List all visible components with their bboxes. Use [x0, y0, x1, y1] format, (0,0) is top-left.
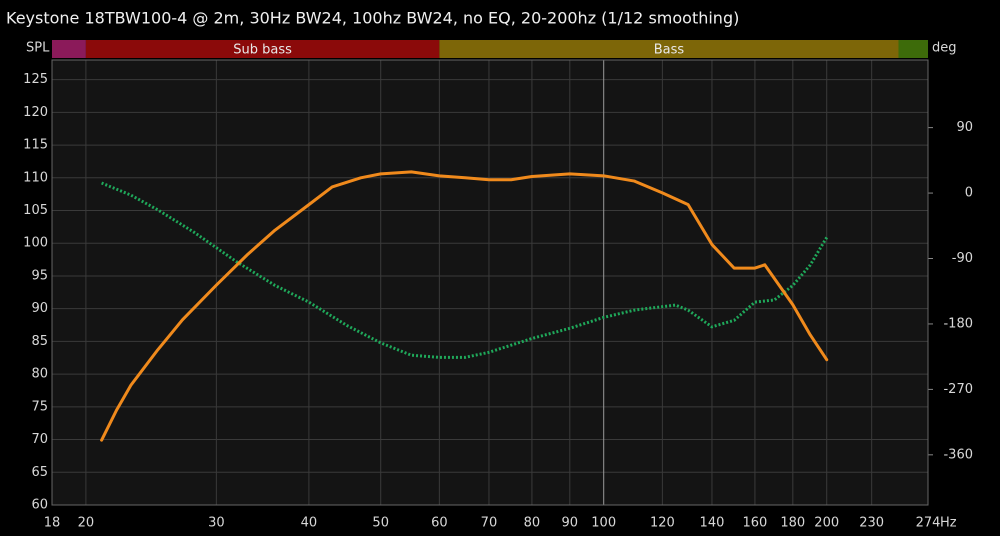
x-tick-label: 200 [814, 516, 839, 531]
x-tick-label: 274 [916, 516, 941, 531]
x-tick-label: 60 [431, 516, 448, 531]
y-tick-label: 105 [23, 203, 48, 218]
y2-axis-label: deg [932, 41, 957, 56]
series-line [101, 181, 829, 359]
x-tick-label: 50 [372, 516, 389, 531]
y-tick-label: 120 [23, 105, 48, 120]
x-tick-label: 100 [591, 516, 616, 531]
x-tick-label: 80 [524, 516, 541, 531]
y2-tick-label: 0 [965, 186, 973, 201]
band [898, 40, 928, 58]
x-tick-label: 120 [650, 516, 675, 531]
series-line [100, 170, 829, 442]
y2-tick-label: -90 [952, 251, 973, 266]
x-tick-label: 180 [780, 516, 805, 531]
y-tick-label: 75 [31, 399, 48, 414]
y-tick-label: 65 [31, 465, 48, 480]
y-tick-label: 95 [31, 268, 48, 283]
band [85, 40, 440, 58]
y-tick-label: 110 [23, 170, 48, 185]
x-tick-label: 30 [208, 516, 225, 531]
x-tick-label: 18 [44, 516, 61, 531]
x-tick-label: 90 [562, 516, 579, 531]
y2-tick-label: -270 [943, 382, 973, 397]
band [439, 40, 899, 58]
y-tick-label: 100 [23, 236, 48, 251]
plot-area [52, 60, 928, 505]
y2-tick-label: -180 [943, 316, 973, 331]
y-tick-label: 60 [31, 498, 48, 513]
x-unit-label: Hz [940, 516, 957, 531]
band-label: Sub bass [233, 43, 292, 58]
x-tick-label: 230 [859, 516, 884, 531]
x-tick-label: 70 [481, 516, 498, 531]
y-tick-label: 85 [31, 334, 48, 349]
y-tick-label: 125 [23, 72, 48, 87]
y-tick-label: 115 [23, 138, 48, 153]
y2-tick-label: -360 [943, 447, 973, 462]
y-tick-label: 80 [31, 367, 48, 382]
x-tick-label: 160 [743, 516, 768, 531]
x-tick-label: 140 [700, 516, 725, 531]
plot-frame [51, 59, 929, 506]
band-label: Bass [654, 43, 685, 58]
y-axis-label: SPL [26, 41, 50, 56]
chart-title: Keystone 18TBW100-4 @ 2m, 30Hz BW24, 100… [6, 9, 739, 28]
band [52, 40, 86, 58]
x-tick-label: 20 [78, 516, 95, 531]
y2-tick-label: 90 [956, 120, 973, 135]
x-tick-label: 40 [301, 516, 318, 531]
y-tick-label: 90 [31, 301, 48, 316]
y-tick-label: 70 [31, 432, 48, 447]
